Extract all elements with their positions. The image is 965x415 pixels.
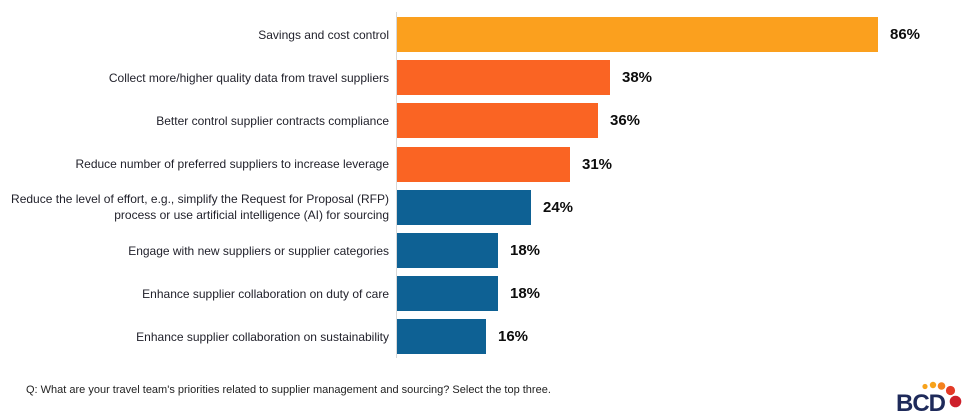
bar-row: Savings and cost control 86% [0, 13, 965, 56]
bar-track: 38% [396, 60, 965, 96]
bar-track: 18% [396, 233, 965, 269]
survey-question-note: Q: What are your travel team's prioritie… [26, 384, 551, 396]
bar [397, 319, 486, 355]
logo-dot-icon [945, 385, 956, 396]
bar [397, 17, 878, 53]
value-label: 86% [890, 26, 921, 44]
logo-dot-icon [937, 382, 946, 390]
bcd-logo-text: BCD [896, 390, 946, 414]
bar-track: 18% [396, 276, 965, 312]
bar-track: 86% [396, 17, 965, 53]
bar [397, 233, 498, 269]
bar-row: Reduce the level of effort, e.g., simpli… [0, 186, 965, 229]
category-axis-line [396, 12, 397, 358]
bar-row: Reduce number of preferred suppliers to … [0, 143, 965, 186]
category-label: Reduce number of preferred suppliers to … [75, 157, 389, 172]
bar [397, 60, 610, 96]
bar-row: Enhance supplier collaboration on duty o… [0, 272, 965, 315]
category-label: Engage with new suppliers or supplier ca… [128, 243, 389, 258]
logo-dot-icon [929, 381, 937, 389]
bar-track: 24% [396, 189, 965, 225]
bar-row: Enhance supplier collaboration on sustai… [0, 315, 965, 358]
bar [397, 103, 598, 139]
bar-track: 31% [396, 146, 965, 182]
bar-track: 16% [396, 319, 965, 355]
bar [397, 189, 531, 225]
category-label: Enhance supplier collaboration on sustai… [136, 329, 389, 344]
logo-dot-icon [922, 383, 928, 390]
bar-row: Engage with new suppliers or supplier ca… [0, 229, 965, 272]
value-label: 18% [510, 242, 541, 260]
value-label: 31% [582, 155, 613, 173]
category-label: Better control supplier contracts compli… [156, 113, 389, 128]
category-label: Savings and cost control [258, 27, 389, 42]
bar-track: 36% [396, 103, 965, 139]
value-label: 24% [543, 198, 574, 216]
value-label: 18% [510, 285, 541, 303]
logo-dot-icon [949, 395, 962, 408]
category-label: Enhance supplier collaboration on duty o… [142, 286, 389, 301]
bcd-logo: BCD [896, 381, 962, 414]
value-label: 16% [498, 328, 529, 346]
bar [397, 276, 498, 312]
bar-row: Better control supplier contracts compli… [0, 99, 965, 142]
bar-chart: Savings and cost control 86% Collect more/… [0, 13, 965, 359]
category-label: Collect more/higher quality data from tr… [108, 70, 389, 85]
category-label: Reduce the level of effort, e.g., simpli… [11, 192, 389, 223]
value-label: 38% [622, 69, 653, 87]
bar [397, 146, 570, 182]
value-label: 36% [610, 112, 641, 130]
bar-row: Collect more/higher quality data from tr… [0, 56, 965, 99]
